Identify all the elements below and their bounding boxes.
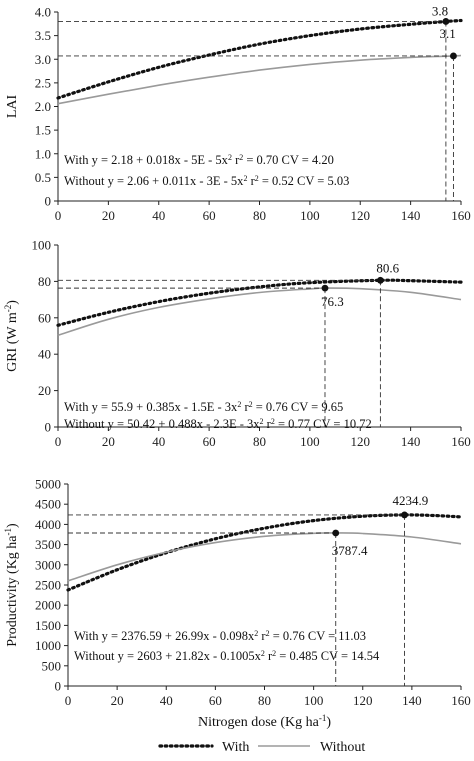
x-tick-label: 140 (401, 208, 421, 223)
x-tick-label: 0 (55, 208, 62, 223)
x-tick-label: 120 (351, 434, 371, 449)
series-without-line (57, 287, 462, 337)
y-tick-label: 2500 (35, 578, 61, 593)
y-tick-label: 0 (55, 679, 62, 694)
y-axis-label: GRI (W m-2) (3, 300, 20, 372)
x-tick-label: 120 (351, 208, 371, 223)
series-with-line (66, 513, 463, 592)
legend-without-label: Without (320, 740, 365, 755)
x-tick-label: 20 (102, 208, 115, 223)
maximum-label: 76.3 (321, 294, 344, 309)
y-tick-label: 20 (38, 383, 51, 398)
chart-panel-1: 0 0.5 1.0 1.5 2.0 2.5 3.0 3.5 4.0 0 20 40 60 80 100 120… (5, 3, 471, 223)
y-tick-label: 500 (42, 658, 62, 673)
x-tick-label: 80 (258, 693, 271, 708)
y-tick-label: 4500 (35, 497, 61, 512)
y-tick-label: 2000 (35, 598, 61, 613)
x-tick-label: 0 (55, 434, 62, 449)
y-tick-label: 4000 (35, 517, 61, 532)
maximum-point-with (377, 276, 384, 284)
y-tick-label: 0.5 (35, 170, 51, 185)
x-tick-label: 60 (209, 693, 222, 708)
y-tick-label: 1.0 (35, 146, 51, 161)
y-axis-label: Productivity (Kg ha-1) (3, 523, 20, 647)
y-tick-label: 80 (38, 274, 51, 289)
x-tick-label: 60 (203, 208, 216, 223)
regression-equation: With y = 2.18 + 0.018x - 5E - 5x2 r2 = 0… (64, 153, 334, 168)
y-tick-label: 2.0 (35, 99, 51, 114)
y-tick-label: 1000 (35, 638, 61, 653)
legend: With Without (158, 740, 365, 755)
y-tick-label: 60 (38, 310, 51, 325)
maximum-label: 4234.9 (393, 493, 429, 508)
maximum-label: 3.8 (432, 3, 448, 18)
y-tick-label: 2.5 (35, 75, 51, 90)
y-tick-label: 4.0 (35, 5, 51, 20)
series-without-line (67, 532, 462, 582)
x-tick-label: 160 (451, 434, 471, 449)
regression-equation: Without y = 50.42 + 0.488x - 2.3E - 3x2 … (64, 417, 372, 432)
y-tick-label: 100 (32, 238, 52, 253)
y-tick-label: 0 (45, 420, 52, 435)
maximum-point-without (332, 529, 340, 537)
x-tick-label: 40 (160, 693, 173, 708)
x-tick-label: 60 (203, 434, 216, 449)
y-tick-label: 3.5 (35, 28, 51, 43)
regression-equation: With y = 2376.59 + 26.99x - 0.098x2 r2 =… (74, 629, 366, 644)
maximum-point-with (442, 18, 450, 25)
maximum-label: 80.6 (376, 260, 399, 275)
maximum-point-without (321, 284, 329, 292)
x-tick-label: 140 (401, 434, 421, 449)
y-tick-label: 3.0 (35, 52, 51, 67)
x-tick-label: 100 (300, 208, 320, 223)
y-axis-label: LAI (5, 95, 20, 119)
y-tick-label: 3500 (35, 537, 61, 552)
y-tick-label: 1500 (35, 618, 61, 633)
x-tick-label: 160 (451, 208, 471, 223)
x-tick-label: 100 (300, 434, 320, 449)
x-tick-label: 140 (402, 693, 422, 708)
chart-panel-3: 0500100015002000250030003500400045005000… (3, 477, 471, 731)
x-tick-label: 20 (102, 434, 115, 449)
x-tick-label: 80 (253, 434, 266, 449)
regression-equation: Without y = 2.06 + 0.011x - 3E - 5x2 r2 … (64, 174, 349, 189)
series-with-line (56, 278, 463, 327)
x-tick-label: 100 (304, 693, 324, 708)
y-tick-label: 0 (45, 194, 52, 209)
y-tick-label: 1.5 (35, 123, 51, 138)
regression-equation: With y = 55.9 + 0.385x - 1.5E - 3x2 r2 =… (64, 400, 343, 415)
maximum-point-with (401, 511, 408, 519)
legend-with-label: With (222, 740, 249, 755)
series-with-line (56, 18, 463, 100)
x-tick-label: 20 (111, 693, 124, 708)
maximum-point-without (450, 52, 457, 60)
regression-equation: Without y = 2603 + 21.82x - 0.1005x2 r2 … (74, 649, 380, 664)
x-tick-label: 0 (65, 693, 72, 708)
series-without-line (57, 54, 462, 105)
x-tick-label: 120 (353, 693, 373, 708)
x-tick-label: 80 (253, 208, 266, 223)
y-tick-label: 5000 (35, 477, 61, 492)
x-axis-label: Nitrogen dose (Kg ha-1) (198, 713, 331, 730)
y-tick-label: 3000 (35, 557, 61, 572)
chart-panel-2: 0 20 40 60 80 100 0 20 40 60 80 100 120 140 160 GRI (W … (3, 238, 471, 450)
maximum-label: 3787.4 (332, 543, 368, 558)
x-tick-label: 40 (152, 208, 165, 223)
x-tick-label: 160 (451, 693, 471, 708)
y-tick-label: 40 (38, 347, 51, 362)
maximum-label: 3.1 (439, 26, 455, 41)
x-tick-label: 40 (152, 434, 165, 449)
